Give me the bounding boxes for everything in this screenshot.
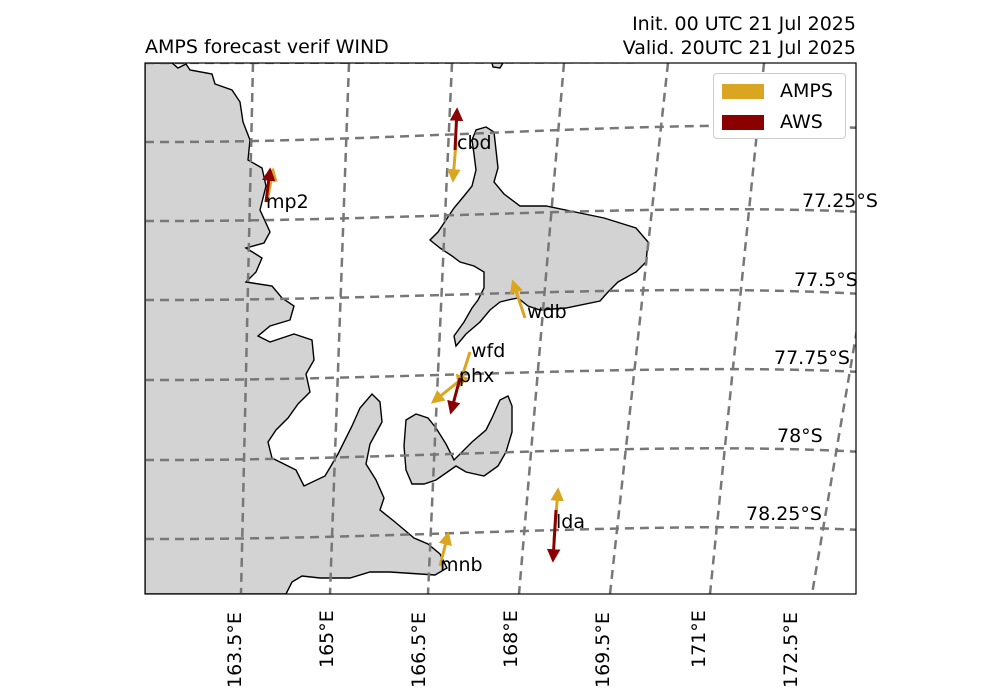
legend-swatch-amps bbox=[722, 83, 764, 99]
legend-item-amps: AMPS bbox=[722, 80, 833, 102]
legend-item-aws: AWS bbox=[722, 111, 823, 133]
amps-vector-wdb bbox=[510, 279, 527, 319]
valid-time: Valid. 20UTC 21 Jul 2025 bbox=[622, 37, 856, 59]
lon-label-168: 168°E bbox=[500, 610, 522, 668]
legend-swatch-aws bbox=[722, 114, 764, 130]
legend-label-amps: AMPS bbox=[780, 80, 833, 102]
lon-label-165: 165°E bbox=[316, 610, 338, 668]
legend: AMPS AWS bbox=[713, 73, 846, 139]
aws-vector-mp2 bbox=[261, 167, 276, 203]
lon-label-169-5: 169.5°E bbox=[592, 612, 614, 688]
lon-label-172-5: 172.5°E bbox=[780, 612, 802, 688]
lon-label-171: 171°E bbox=[688, 610, 710, 668]
longitude-gridlines bbox=[239, 63, 856, 594]
legend-label-aws: AWS bbox=[780, 111, 823, 133]
lat-label-78: 78°S bbox=[777, 425, 823, 447]
lat-label-77-5: 77.5°S bbox=[794, 269, 858, 291]
station-label-mp2: mp2 bbox=[266, 191, 309, 213]
lat-label-77-25: 77.25°S bbox=[802, 190, 878, 212]
land-black-island bbox=[403, 395, 513, 485]
station-label-phx: phx bbox=[459, 365, 495, 387]
lat-label-78-25: 78.25°S bbox=[746, 503, 822, 525]
init-time: Init. 00 UTC 21 Jul 2025 bbox=[632, 13, 856, 35]
aws-vector-phx bbox=[447, 377, 462, 415]
land-northern-sliver bbox=[491, 63, 504, 69]
land-west-coast bbox=[145, 63, 448, 594]
station-label-wdb: wdb bbox=[527, 301, 567, 323]
land-ross-island bbox=[428, 126, 649, 348]
lat-label-77-75: 77.75°S bbox=[774, 347, 850, 369]
amps-vector-phx bbox=[430, 380, 459, 404]
station-label-wfd: wfd bbox=[471, 340, 506, 362]
map-frame bbox=[144, 62, 857, 595]
forecast-times: Init. 00 UTC 21 Jul 2025 Valid. 20UTC 21… bbox=[623, 12, 856, 60]
aws-vectors bbox=[261, 107, 561, 563]
lon-label-166-5: 166.5°E bbox=[408, 612, 430, 688]
lon-label-163-5: 163.5°E bbox=[224, 612, 246, 688]
station-label-lda: lda bbox=[556, 511, 585, 533]
map-area bbox=[145, 63, 856, 594]
map-title: AMPS forecast verif WIND bbox=[145, 36, 389, 58]
aws-vector-lda bbox=[546, 509, 561, 563]
station-label-cbd: cbd bbox=[457, 132, 492, 154]
station-label-mnb: mnb bbox=[440, 554, 483, 576]
amps-vector-mnb bbox=[438, 531, 452, 567]
aws-vector-cbd bbox=[449, 107, 464, 151]
latitude-gridlines bbox=[145, 63, 856, 541]
